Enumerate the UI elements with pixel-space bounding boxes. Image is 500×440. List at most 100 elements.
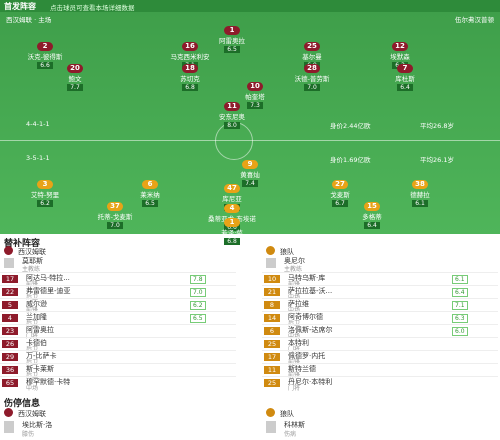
player[interactable]: 9 黄喜灿 7.4 [210,160,290,187]
player-rating: 7.0 [107,222,123,229]
away-formation: 3-5-1-1 [26,154,50,162]
team-name: 西汉姆联 [18,410,46,418]
sub-name: 萨拉拉基-沃... [288,287,333,295]
sub-pos: 中场 [26,385,39,392]
away-age: 平均26.1岁 [420,156,454,164]
sub-number: 25 [264,340,280,348]
player-name: 埃默森 [390,53,410,61]
player[interactable]: 3 艾特-努里 6.2 [5,180,85,207]
sub-pos: 前锋 [288,359,301,366]
player-name: 艾特-努里 [30,191,60,199]
sub-number: 29 [2,353,18,361]
sub-name: 万-比萨卡 [26,352,57,360]
sub-rating: 6.0 [452,327,468,336]
player-rating: 6.2 [37,200,53,207]
coach-name: 奥尼尔 [284,257,305,265]
player[interactable]: 11 安东尼奥 8.0 [192,102,272,129]
sub-row[interactable]: 11 斯特兰德 前锋 [262,363,498,379]
player[interactable]: 1 阿雷奥拉 6.5 [192,26,272,53]
sub-row[interactable]: 4 兰加隆 后卫 6.5 [0,311,236,327]
sub-pos: 后卫 [26,320,39,327]
player[interactable]: 7 库杜斯 6.4 [365,64,445,91]
player[interactable]: 38 德赫拉 6.1 [380,180,460,207]
sub-number: 22 [2,288,18,296]
injury-avatar [4,421,14,433]
sub-number: 21 [264,288,280,296]
player-number: 2 [37,42,53,51]
sub-rating: 7.0 [190,288,206,297]
sub-rating: 6.2 [190,301,206,310]
player-name: 基尔曼 [302,53,322,61]
team-badge [4,408,13,417]
pitch: 西汉姆联 · 主场 伍尔弗汉普顿 4-4-1-1 身价2.44亿欧 平均26.8… [0,12,500,245]
subs-title: 替补阵容 [4,239,41,249]
sub-row[interactable]: 5 威尔逊 前锋 6.2 [0,298,236,314]
team-name: 狼队 [280,410,294,418]
sub-number: 23 [2,327,18,335]
sub-number: 5 [2,301,18,309]
home-value: 身价2.44亿欧 [330,122,371,130]
player-rating: 6.5 [142,200,158,207]
sub-name: 威尔逊 [26,300,47,308]
player-number: 15 [364,202,380,211]
player-name: 若泽·萨 [221,229,243,237]
sub-row[interactable]: 23 阿雷奥拉 门将 [0,324,236,340]
player-number: 20 [67,64,83,73]
sub-row[interactable]: 6 洛佩斯-达席尔 中场 6.0 [262,324,498,340]
player[interactable]: 37 托蒂-戈麦斯 7.0 [75,202,155,229]
player-name: 多格蒂 [362,213,382,221]
sub-pos: 中场 [288,294,301,301]
player[interactable]: 28 沃德-普劳斯 7.0 [272,64,352,91]
player[interactable]: 15 多格蒂 6.4 [332,202,412,229]
sub-rating: 7.8 [190,275,206,284]
sub-row[interactable]: 26 卡德伯 后卫 [0,337,236,353]
team-badge [4,246,13,255]
sub-row[interactable]: 22 弗雷德里-迪亚 后卫 7.0 [0,285,236,301]
player-rating: 6.1 [412,200,428,207]
player[interactable]: 2 沃克-彼得斯 6.6 [5,42,85,69]
sub-number: 65 [2,379,18,387]
player-name: 黄喜灿 [240,171,260,179]
sub-name: 斯卡莱斯 [26,365,54,373]
sub-row[interactable]: 25 本特利 门将 [262,337,498,353]
team-name: 狼队 [280,248,294,256]
sub-row[interactable]: 29 万-比萨卡 后卫 [0,350,236,366]
player[interactable]: 18 苏切克 6.8 [150,64,230,91]
coach-name: 莫耶斯 [22,257,43,265]
sub-row[interactable]: 14 阿奇博尔德 后卫 6.3 [262,311,498,327]
player[interactable]: 20 鲍文 7.7 [35,64,115,91]
sub-row[interactable]: 17 阿达马·特拉... 前锋 7.8 [0,272,236,288]
player-name: 苏切克 [180,75,200,83]
sub-pos: 前锋 [288,281,301,288]
sub-row[interactable]: 17 佩德罗·内托 前锋 [262,350,498,366]
sub-pos: 后卫 [288,320,301,327]
player-rating: 6.4 [397,84,413,91]
sub-number: 11 [264,366,280,374]
player[interactable]: 27 戈麦斯 6.7 [300,180,380,207]
sub-row[interactable]: 21 萨拉拉基-沃... 中场 6.4 [262,285,498,301]
sub-pos: 门将 [288,346,301,353]
sub-row[interactable]: 65 穆罕默德·卡特 中场 [0,376,236,392]
sub-row[interactable]: 25 丹尼尔·本特利 门将 [262,376,498,392]
team-name: 西汉姆联 [18,248,46,256]
home-age: 平均26.8岁 [420,122,454,130]
sub-row[interactable]: 10 马特乌斯·库 前锋 6.1 [262,272,498,288]
player-number: 1 [224,218,240,227]
player-name: 沃克-彼得斯 [27,53,63,61]
sub-number: 26 [2,340,18,348]
sub-name: 兰加隆 [26,313,47,321]
sub-number: 4 [2,314,18,322]
sub-rating: 6.1 [452,275,468,284]
player-rating: 7.3 [247,102,263,109]
sub-pos: 门将 [26,333,39,340]
sub-pos: 后卫 [26,346,39,353]
player[interactable]: 1 若泽·萨 6.8 [192,218,272,245]
player-number: 47 [224,184,240,193]
player[interactable]: 10 帕奎塔 7.3 [215,82,295,109]
sub-rating: 6.3 [452,314,468,323]
sub-row[interactable]: 36 斯卡莱斯 后卫 [0,363,236,379]
sub-name: 穆罕默德·卡特 [26,378,71,386]
sub-row[interactable]: 8 萨拉维 中场 7.1 [262,298,498,314]
player[interactable]: 6 莱米纳 6.5 [110,180,190,207]
sub-pos: 后卫 [26,294,39,301]
